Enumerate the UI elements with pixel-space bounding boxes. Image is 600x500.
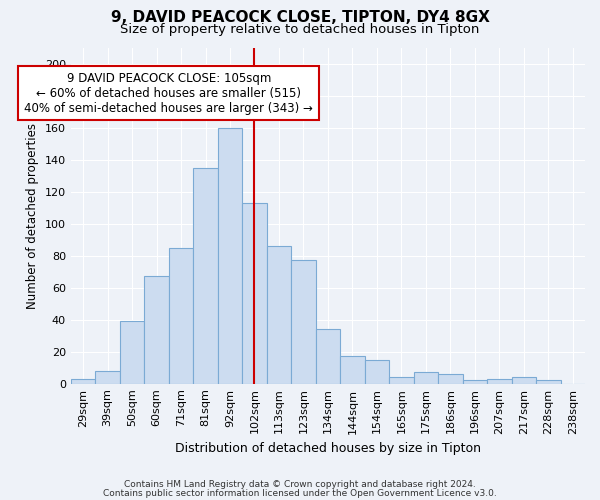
Y-axis label: Number of detached properties: Number of detached properties: [26, 122, 40, 308]
Bar: [389, 378, 413, 384]
Bar: [316, 330, 340, 384]
Bar: [536, 380, 560, 384]
Bar: [291, 260, 316, 384]
Bar: [145, 276, 169, 384]
Bar: [120, 321, 145, 384]
Bar: [340, 356, 365, 384]
Text: 9 DAVID PEACOCK CLOSE: 105sqm
← 60% of detached houses are smaller (515)
40% of : 9 DAVID PEACOCK CLOSE: 105sqm ← 60% of d…: [25, 72, 313, 114]
X-axis label: Distribution of detached houses by size in Tipton: Distribution of detached houses by size …: [175, 442, 481, 455]
Bar: [413, 372, 438, 384]
Bar: [218, 128, 242, 384]
Text: Contains HM Land Registry data © Crown copyright and database right 2024.: Contains HM Land Registry data © Crown c…: [124, 480, 476, 489]
Bar: [365, 360, 389, 384]
Bar: [463, 380, 487, 384]
Text: Contains public sector information licensed under the Open Government Licence v3: Contains public sector information licen…: [103, 488, 497, 498]
Text: 9, DAVID PEACOCK CLOSE, TIPTON, DY4 8GX: 9, DAVID PEACOCK CLOSE, TIPTON, DY4 8GX: [110, 10, 490, 25]
Bar: [95, 371, 120, 384]
Bar: [71, 379, 95, 384]
Bar: [169, 248, 193, 384]
Bar: [438, 374, 463, 384]
Bar: [267, 246, 291, 384]
Bar: [193, 168, 218, 384]
Bar: [512, 378, 536, 384]
Bar: [487, 379, 512, 384]
Text: Size of property relative to detached houses in Tipton: Size of property relative to detached ho…: [121, 22, 479, 36]
Bar: [242, 203, 267, 384]
